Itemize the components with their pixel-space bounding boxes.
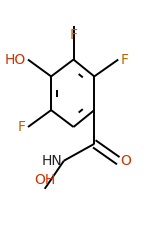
Text: O: O bbox=[120, 154, 131, 168]
Text: F: F bbox=[69, 28, 77, 42]
Text: HN: HN bbox=[42, 154, 62, 168]
Text: F: F bbox=[18, 120, 26, 134]
Text: F: F bbox=[120, 53, 128, 67]
Text: OH: OH bbox=[34, 173, 55, 186]
Text: HO: HO bbox=[5, 53, 26, 67]
